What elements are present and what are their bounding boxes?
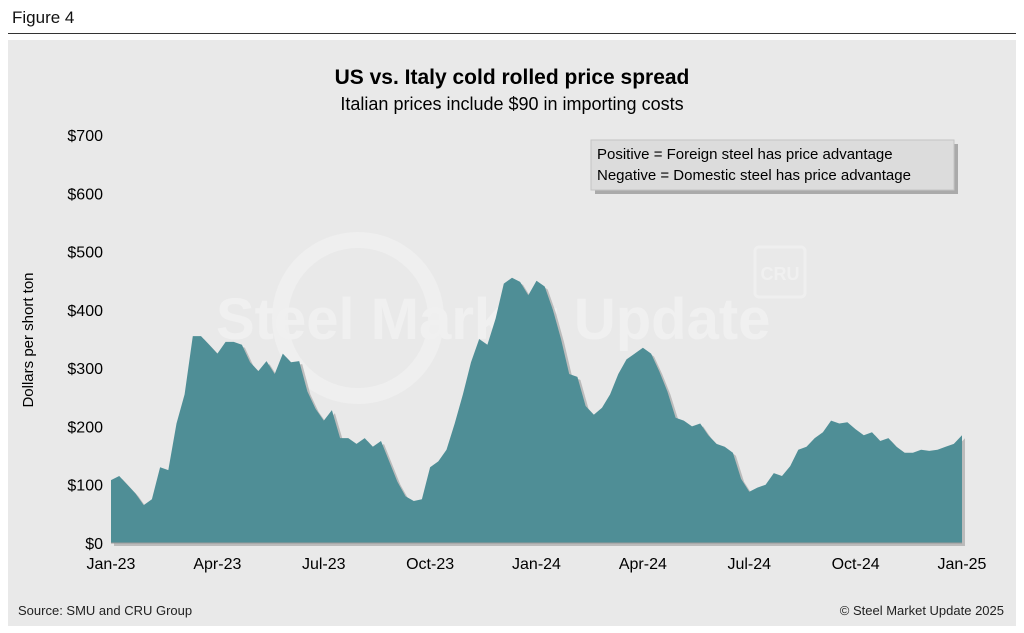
x-tick-label: Apr-23	[193, 556, 241, 573]
x-tick-label: Oct-23	[406, 556, 454, 573]
source-note: Source: SMU and CRU Group	[18, 603, 193, 618]
legend-item-negative: Negative = Domestic steel has price adva…	[597, 167, 911, 184]
x-tick-label: Oct-24	[832, 556, 880, 573]
legend-item-positive: Positive = Foreign steel has price advan…	[597, 146, 893, 163]
figure-label: Figure 4	[12, 8, 75, 27]
watermark-cru-text: CRU	[761, 264, 800, 284]
watermark-logo-ring	[272, 232, 444, 404]
y-tick-label: $500	[67, 245, 103, 262]
y-tick-label: $400	[67, 303, 103, 320]
chart-title: US vs. Italy cold rolled price spread	[335, 66, 690, 89]
spread-area	[111, 277, 962, 543]
y-tick-label: $700	[67, 128, 103, 145]
y-tick-label: $600	[67, 186, 103, 203]
x-tick-label: Jul-24	[727, 556, 771, 573]
x-tick-label: Jul-23	[302, 556, 346, 573]
watermark-cru-box	[753, 245, 807, 299]
y-tick-label: $0	[85, 536, 103, 553]
x-axis: Jan-23 Apr-23 Jul-23 Oct-23 Jan-24 Apr-24 Jul-…	[87, 556, 987, 573]
y-tick-label: $100	[67, 478, 103, 495]
x-tick-label: Apr-24	[619, 556, 667, 573]
x-tick-label: Jan-25	[938, 556, 987, 573]
y-axis: $0 $100 $200 $300 $400 $500 $600 $700	[67, 128, 103, 553]
chart-subtitle: Italian prices include $90 in importing …	[340, 94, 683, 114]
copyright-note: © Steel Market Update 2025	[839, 603, 1004, 618]
y-tick-label: $300	[67, 361, 103, 378]
figure-divider	[8, 33, 1016, 34]
chart-panel: Steel Market Update CRU US vs. Italy col…	[8, 40, 1016, 626]
price-spread-chart: Steel Market Update CRU US vs. Italy col…	[20, 66, 987, 573]
y-tick-label: $200	[67, 419, 103, 436]
y-axis-label: Dollars per short ton	[20, 272, 37, 407]
x-tick-label: Jan-23	[87, 556, 136, 573]
legend: Positive = Foreign steel has price advan…	[590, 139, 958, 194]
x-tick-label: Jan-24	[512, 556, 561, 573]
legend-box	[590, 139, 955, 191]
